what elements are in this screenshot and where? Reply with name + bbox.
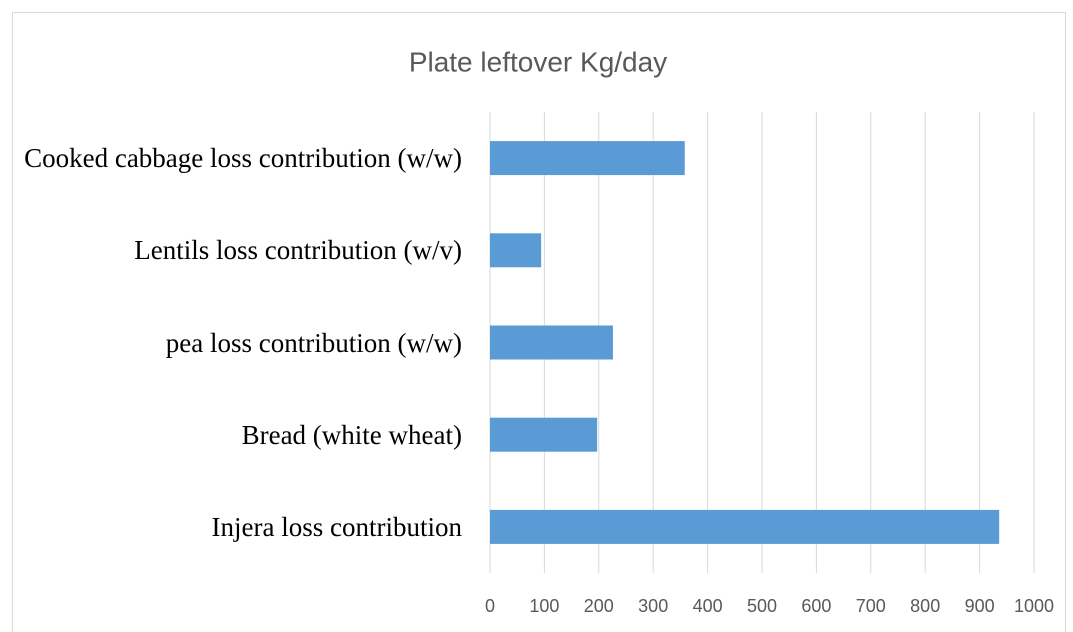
y-tick-label-box: Injera loss contribution <box>12 510 462 544</box>
x-tick-label: 400 <box>693 596 723 616</box>
y-tick-label-box: Lentils loss contribution (w/v) <box>12 233 462 267</box>
x-tick-label: 500 <box>747 596 777 616</box>
y-tick-label: Bread (white wheat) <box>241 419 462 450</box>
x-tick-label: 300 <box>638 596 668 616</box>
y-tick-label-box: Cooked cabbage loss contribution (w/w) <box>12 141 462 175</box>
chart-title: Plate leftover Kg/day <box>409 46 667 77</box>
y-tick-label: Cooked cabbage loss contribution (w/w) <box>24 143 462 174</box>
y-tick-label: Lentils loss contribution (w/v) <box>134 235 462 266</box>
x-tick-label: 200 <box>584 596 614 616</box>
bar <box>490 233 542 268</box>
x-tick-label: 1000 <box>1014 596 1054 616</box>
x-tick-label: 100 <box>529 596 559 616</box>
y-tick-label: pea loss contribution (w/w) <box>165 327 462 358</box>
x-tick-label: 600 <box>801 596 831 616</box>
y-tick-label-box: Bread (white wheat) <box>12 418 462 452</box>
x-tick-label: 800 <box>910 596 940 616</box>
y-tick-label-box: pea loss contribution (w/w) <box>12 326 462 360</box>
x-tick-label: 0 <box>485 596 495 616</box>
x-tick-label: 700 <box>856 596 886 616</box>
bar <box>490 141 685 176</box>
bar <box>490 417 598 452</box>
bar <box>490 509 1000 544</box>
bar <box>490 325 613 360</box>
y-tick-label: Injera loss contribution <box>211 511 462 542</box>
x-tick-label: 900 <box>965 596 995 616</box>
